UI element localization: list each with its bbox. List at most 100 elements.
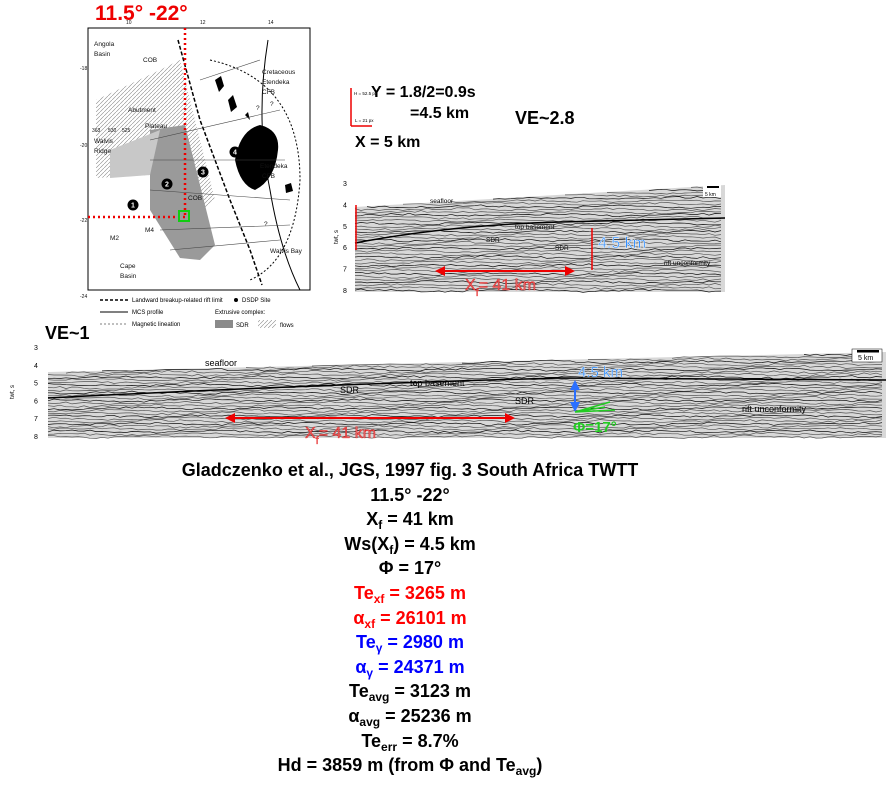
map-label: CFB: [262, 173, 275, 180]
labels: 11.5° -22°10 12 14-18-20-22-24AngolaBasinC…: [10, 2, 883, 447]
scale-note: L = 21 px: [355, 118, 374, 123]
section-label: 5 km: [705, 192, 716, 198]
map-label: Plateau: [145, 123, 167, 130]
y-tick-label: 4: [343, 202, 347, 209]
summary-line: αγ = 24371 m: [0, 655, 820, 680]
figure: 11.5° -22°10 12 14-18-20-22-24AngolaBasinC…: [10, 2, 887, 447]
section-label: SDR: [486, 237, 500, 244]
reflector: [47, 398, 883, 403]
map-label: Ridge: [94, 148, 111, 155]
map-label: Walvis Bay: [270, 248, 303, 255]
subscript: avg: [368, 690, 390, 705]
reflector: [366, 204, 722, 209]
thickness-label: 4.5 km: [578, 364, 623, 381]
text-part: X: [465, 277, 476, 294]
subscript: avg: [515, 764, 537, 779]
map-label: COB: [143, 57, 157, 64]
reflector: [354, 260, 722, 265]
map-label: -24: [80, 294, 87, 300]
y-tick-label: 8: [34, 434, 38, 441]
circled-number: 1: [131, 203, 135, 210]
scale-y-km: =4.5 km: [410, 105, 469, 122]
subscript: err: [381, 739, 398, 754]
reflector: [354, 252, 722, 257]
text-part: Te: [361, 730, 382, 751]
water: [355, 180, 725, 207]
map-label: CFB: [262, 89, 275, 96]
text-part: = 26101 m: [375, 607, 467, 628]
reflector: [354, 240, 722, 246]
y-tick-label: 3: [343, 181, 347, 188]
reflector: [354, 277, 722, 282]
text-part: = 2980 m: [382, 632, 464, 653]
text-part: = 41 km: [479, 277, 536, 294]
reflector: [47, 385, 883, 390]
reflector: [354, 210, 722, 215]
map-label: Cretaceous: [262, 69, 296, 76]
reflector: [47, 429, 883, 434]
map-legend: SDR: [236, 323, 249, 329]
map-legend: Magnetic lineation: [132, 322, 180, 328]
horizon: [47, 377, 887, 399]
y-axis-label: twt, s: [10, 385, 16, 399]
reflector: [47, 375, 883, 380]
reflector: [47, 401, 883, 406]
reflector: [311, 362, 883, 367]
map-label: 363: [92, 128, 101, 134]
water: [48, 345, 886, 372]
section-label: SDR: [515, 396, 535, 406]
map-label: Walvis: [94, 138, 114, 145]
text-part: Ws(X: [344, 533, 390, 554]
subscript: f: [378, 518, 383, 533]
y-tick-label: 7: [343, 267, 347, 274]
ve-label: VE~2.8: [515, 108, 575, 128]
reflector: [47, 421, 883, 426]
map-label: Basin: [94, 51, 111, 58]
text-part: α: [355, 656, 367, 677]
section-label: top basement: [515, 224, 555, 231]
section-label: SDR: [340, 385, 360, 395]
map-label: Etendeka: [262, 79, 290, 86]
text-part: ): [536, 755, 543, 776]
xf-label: Xf= 41 km: [465, 277, 536, 299]
reflector: [47, 396, 883, 400]
subscript: xf: [373, 591, 385, 606]
y-tick-label: 5: [343, 224, 347, 231]
section-label: top basement: [410, 378, 465, 388]
scale-y: Y = 1.8/2=0.9s: [371, 84, 476, 101]
map-label: -20: [80, 143, 87, 149]
map-label: COB: [188, 195, 202, 202]
reflector: [354, 238, 722, 243]
reflector: [354, 282, 722, 288]
reflector: [47, 408, 883, 413]
reflector: [354, 286, 722, 290]
y-tick-label: 3: [34, 345, 38, 352]
text-part: X: [366, 509, 379, 530]
map: [87, 27, 311, 328]
map-label: Etendeka: [260, 163, 288, 170]
location-title: 11.5° -22°: [95, 2, 188, 25]
summary-line: Teγ = 2980 m: [0, 630, 820, 655]
summary-line: 11.5° -22°: [0, 483, 820, 508]
reflector: [354, 288, 722, 293]
reflector: [354, 235, 722, 240]
reflector: [47, 372, 883, 377]
map-label: Abutment: [128, 107, 156, 114]
text-part: = 8.7%: [397, 730, 459, 751]
summary-line: αxf = 26101 m: [0, 606, 820, 631]
reflector: [461, 359, 883, 364]
subscript: f: [316, 435, 320, 447]
section-label: seafloor: [205, 358, 237, 368]
map-label: M4: [145, 227, 154, 234]
dip-lines: [574, 401, 616, 413]
summary-line: Φ = 17°: [0, 556, 820, 581]
reflector: [450, 199, 722, 203]
reflector: [492, 196, 722, 200]
reflector: [354, 263, 722, 268]
text-part: Te: [354, 582, 374, 603]
map-label: ?: [264, 221, 268, 228]
map-label: 530: [108, 128, 117, 134]
reflector: [245, 364, 883, 369]
map-label: ?: [256, 105, 260, 112]
